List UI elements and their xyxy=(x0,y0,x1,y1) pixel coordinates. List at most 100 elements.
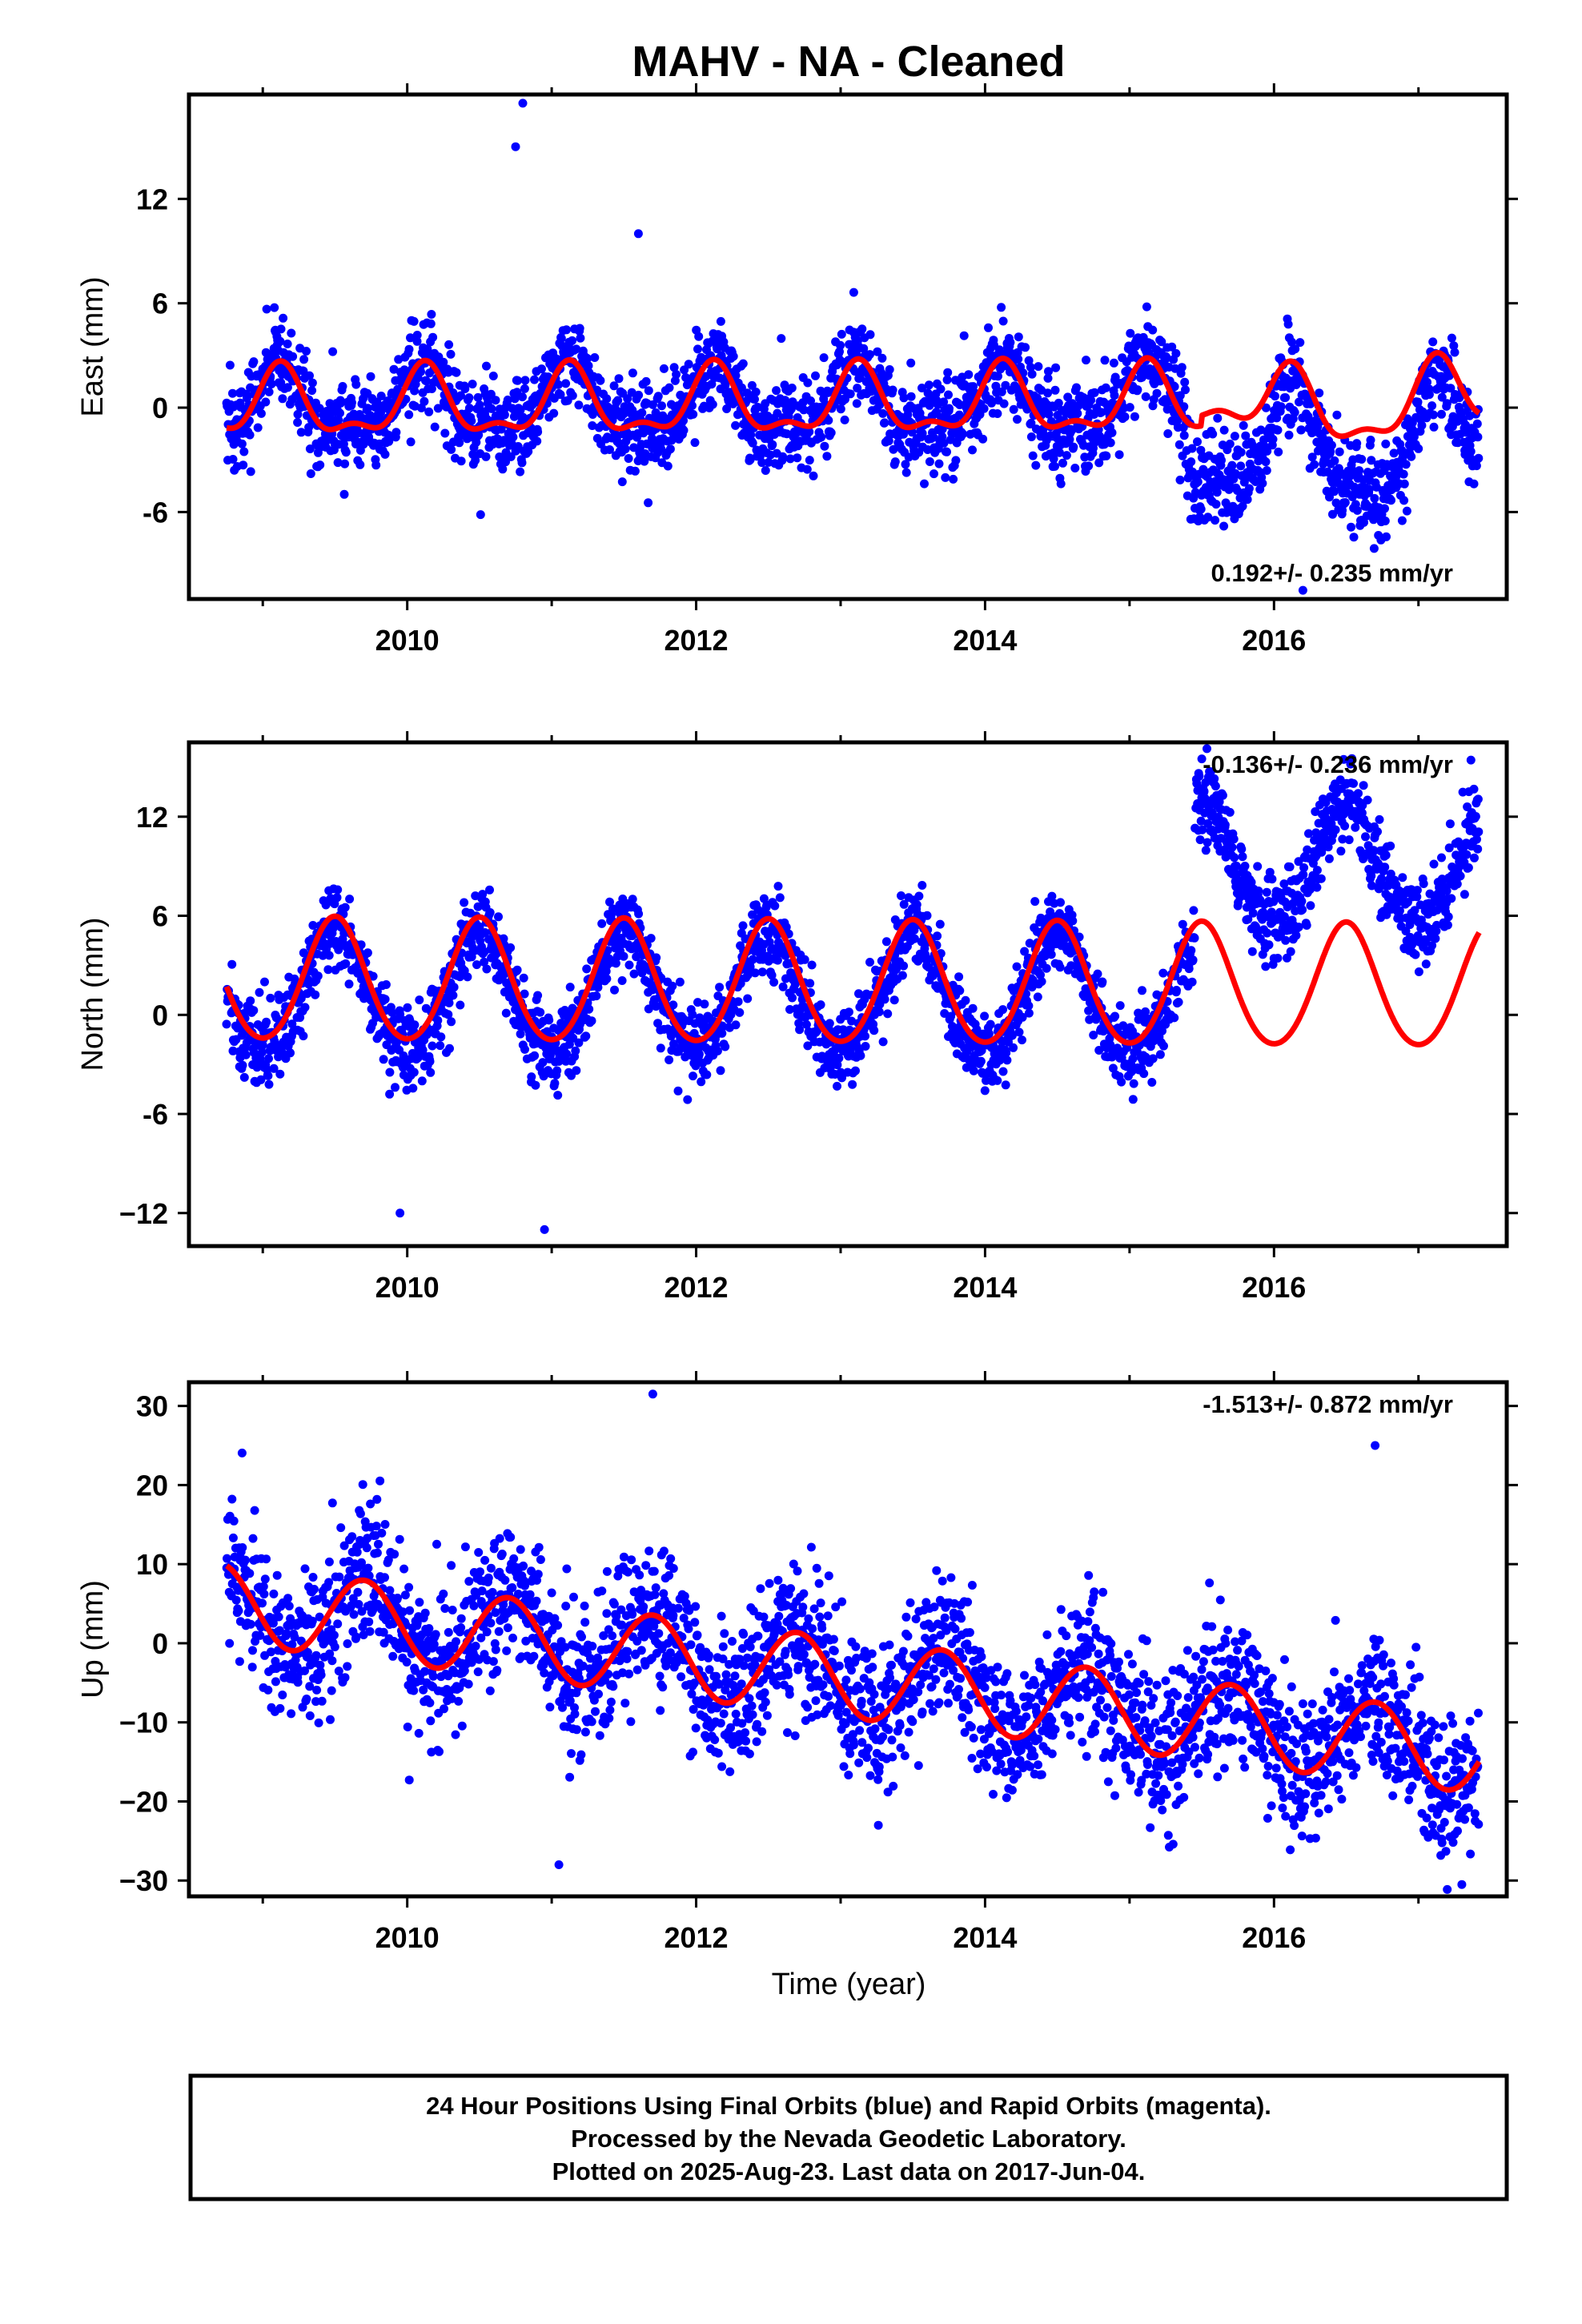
data-point xyxy=(1227,460,1237,470)
data-point xyxy=(667,436,677,445)
data-point xyxy=(323,965,333,975)
data-point xyxy=(592,991,601,1001)
data-point xyxy=(1195,771,1204,781)
data-point xyxy=(344,979,354,989)
data-point xyxy=(253,423,263,432)
data-point xyxy=(1018,1035,1026,1045)
data-point xyxy=(286,1048,295,1058)
data-point xyxy=(556,333,566,343)
data-point xyxy=(978,434,988,444)
data-point xyxy=(690,438,700,448)
data-point xyxy=(609,381,619,391)
data-point xyxy=(391,1083,400,1092)
data-point xyxy=(785,454,795,464)
data-point xyxy=(433,1015,443,1025)
data-point xyxy=(700,999,709,1009)
data-point xyxy=(1192,778,1202,788)
data-point xyxy=(1399,469,1408,479)
data-point xyxy=(1031,460,1041,470)
data-point xyxy=(1014,332,1023,342)
data-point xyxy=(266,993,275,1003)
data-point xyxy=(571,1046,580,1055)
data-point xyxy=(383,430,393,440)
data-point xyxy=(403,1003,412,1012)
data-point xyxy=(663,461,673,471)
data-point xyxy=(874,1007,884,1016)
data-point xyxy=(773,882,783,891)
data-point xyxy=(238,1060,247,1070)
data-point xyxy=(1227,842,1237,852)
data-point xyxy=(1429,422,1439,432)
data-point xyxy=(1175,475,1185,485)
data-point xyxy=(561,379,571,388)
data-point xyxy=(293,418,303,427)
data-point xyxy=(1290,408,1299,417)
data-point xyxy=(392,1037,402,1047)
data-point xyxy=(770,901,780,911)
data-point xyxy=(531,1080,540,1090)
data-point xyxy=(748,910,757,919)
x-tick-label: 2016 xyxy=(1242,624,1306,657)
data-point xyxy=(384,436,394,446)
data-point xyxy=(773,955,782,965)
data-point xyxy=(865,350,874,360)
data-point xyxy=(428,332,438,342)
data-point xyxy=(1446,384,1456,393)
data-point xyxy=(1211,782,1220,791)
data-point xyxy=(313,971,323,981)
data-point xyxy=(1340,821,1350,830)
data-point xyxy=(1247,947,1257,956)
data-point xyxy=(449,983,459,992)
data-point xyxy=(1417,420,1427,430)
data-point xyxy=(267,380,276,388)
data-point xyxy=(283,383,292,392)
data-point xyxy=(1366,436,1375,444)
data-point xyxy=(1330,456,1339,465)
data-point xyxy=(1142,302,1151,312)
data-point xyxy=(296,994,306,1003)
data-point xyxy=(943,368,953,377)
data-point xyxy=(816,1000,825,1010)
data-point xyxy=(1347,522,1355,532)
data-point xyxy=(1389,448,1399,458)
data-point xyxy=(530,1051,540,1060)
data-point xyxy=(1472,461,1481,471)
data-point xyxy=(807,960,817,970)
data-point xyxy=(805,979,815,988)
data-point xyxy=(536,1007,545,1017)
data-point xyxy=(820,441,829,451)
data-point xyxy=(1247,878,1256,887)
data-point xyxy=(396,1010,405,1019)
data-point xyxy=(1323,468,1332,476)
data-point xyxy=(997,303,1006,312)
data-point xyxy=(481,452,491,461)
data-point xyxy=(1262,887,1271,897)
data-point xyxy=(305,371,314,380)
data-point xyxy=(1033,393,1042,403)
data-point xyxy=(448,991,458,1000)
data-point xyxy=(464,404,474,413)
data-point xyxy=(750,395,759,404)
data-point xyxy=(884,436,893,446)
data-point xyxy=(1063,392,1073,402)
data-point xyxy=(844,1007,853,1017)
data-point xyxy=(1090,388,1099,397)
data-point xyxy=(1263,928,1272,938)
data-point xyxy=(1141,392,1150,401)
data-point xyxy=(1336,846,1346,856)
data-point xyxy=(385,1089,395,1099)
data-point xyxy=(778,452,788,461)
data-point xyxy=(366,372,375,381)
data-point xyxy=(426,319,436,328)
data-point xyxy=(977,1046,986,1055)
data-point xyxy=(668,981,677,991)
data-point xyxy=(323,436,332,445)
data-point xyxy=(1352,505,1362,515)
data-point xyxy=(738,921,748,931)
data-point xyxy=(588,421,597,430)
data-point xyxy=(954,972,964,982)
data-point xyxy=(553,1091,563,1100)
data-point xyxy=(750,968,760,978)
data-point xyxy=(743,994,753,1003)
data-point xyxy=(623,394,632,404)
